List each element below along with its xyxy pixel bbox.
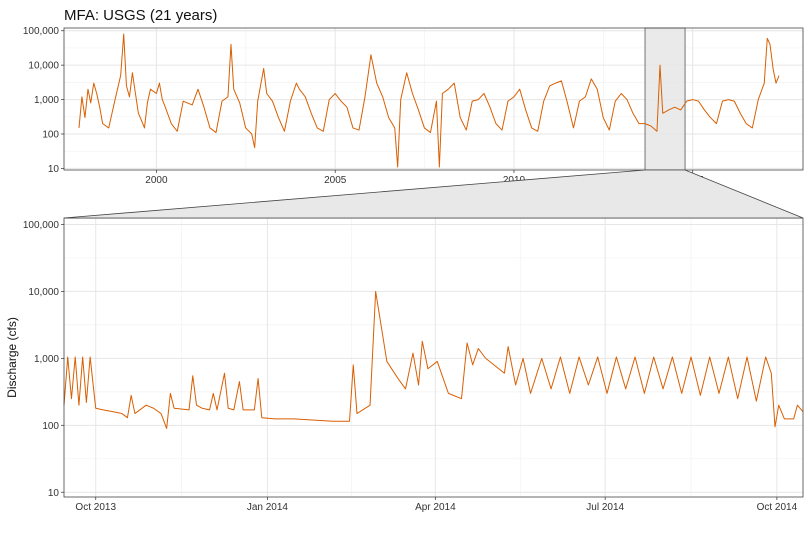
y-tick-label: 1,000 (34, 354, 59, 365)
panel-detail: 10 100 1,000 10,000 100,000 Oct 2013 Jan 2014 A… (5, 217, 804, 513)
y-tick-label: 10 (48, 164, 60, 175)
y-tick-label: 10 (48, 488, 60, 499)
highlight-window (644, 27, 686, 171)
y-axis-title: Discharge (cfs) (5, 317, 19, 398)
y-tick-label: 10,000 (28, 61, 59, 72)
y-tick-label: 100 (42, 421, 59, 432)
y-tick-label: 100 (42, 130, 59, 141)
series-line-overview (78, 33, 780, 168)
y-tick-label: 10,000 (28, 287, 59, 298)
panel-border (63, 27, 804, 171)
x-tick-label: Oct 2014 (757, 502, 798, 513)
y-tick-label: 100,000 (23, 220, 60, 231)
x-tick-label: 2005 (324, 175, 347, 186)
panel-border (63, 217, 804, 498)
zoom-connector (63, 169, 804, 219)
chart-title: MFA: USGS (21 years) (64, 7, 217, 24)
y-tick-label: 1,000 (34, 95, 59, 106)
x-tick-label: Oct 2013 (75, 502, 116, 513)
x-tick-label: Apr 2014 (415, 502, 456, 513)
x-tick-label: Jul 2014 (586, 502, 624, 513)
x-tick-label: 2000 (145, 175, 168, 186)
series-line-detail (63, 290, 804, 429)
y-tick-label: 100,000 (23, 26, 60, 37)
x-tick-label: Jan 2014 (247, 502, 289, 513)
